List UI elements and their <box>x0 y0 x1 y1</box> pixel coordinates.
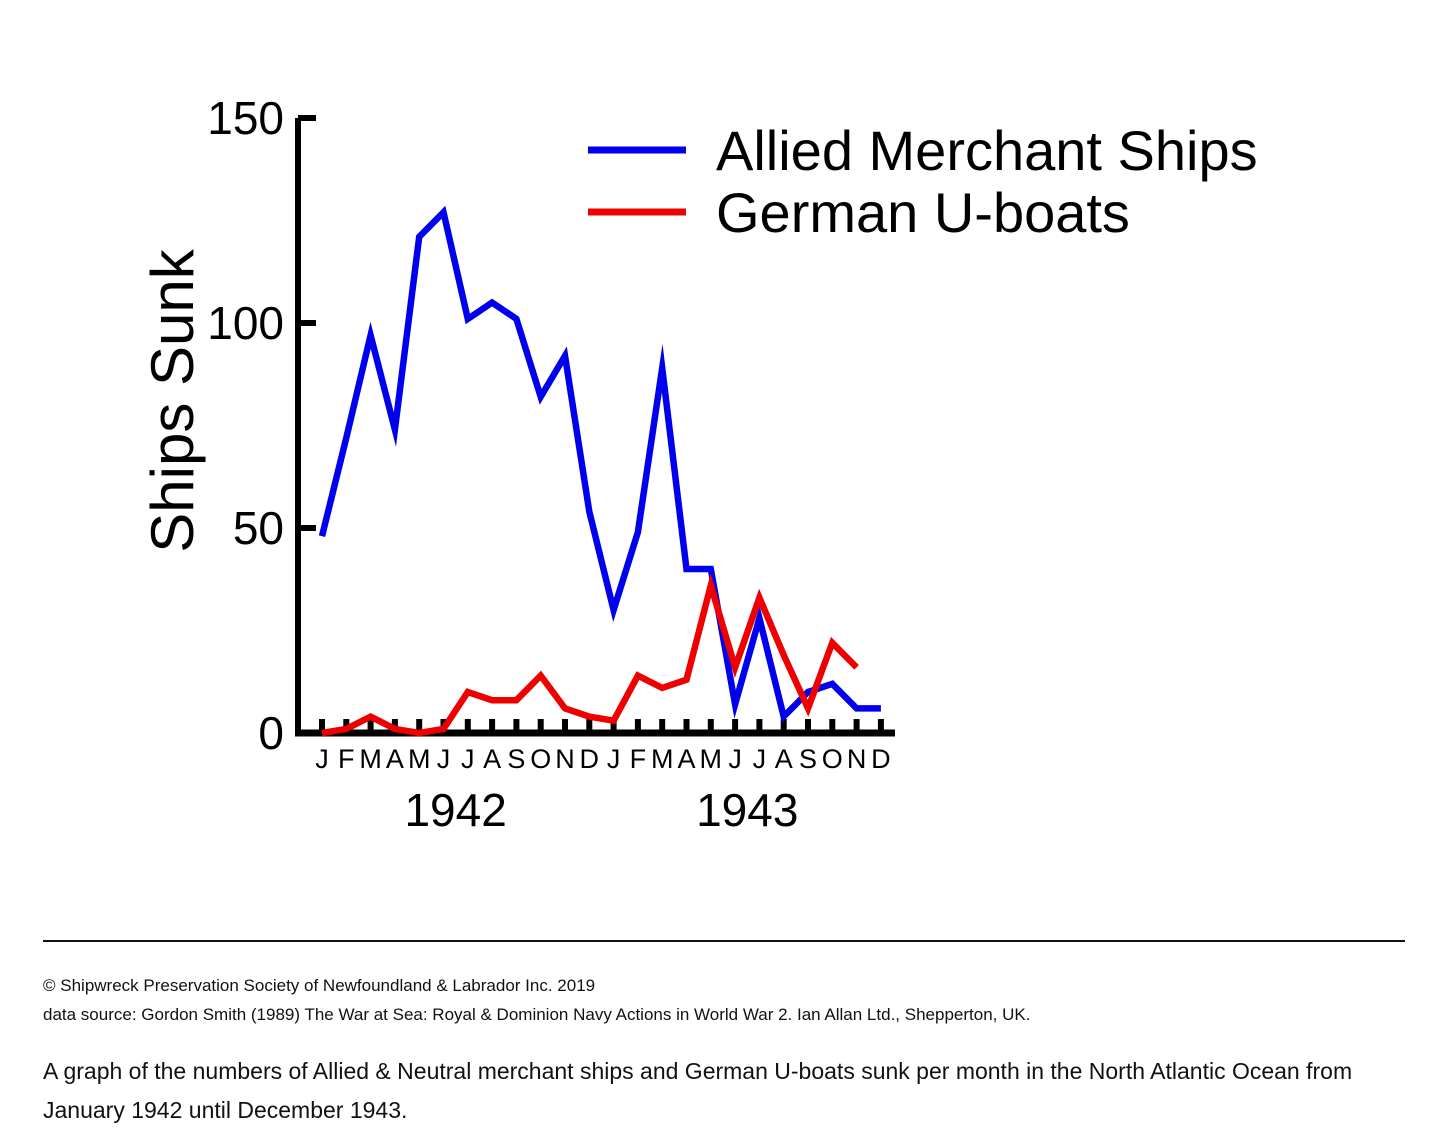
x-tick-label: M <box>408 744 431 774</box>
x-tick-label: D <box>580 744 600 774</box>
x-tick-label: F <box>338 744 355 774</box>
x-tick-label: J <box>728 744 742 774</box>
x-tick-label: J <box>753 744 767 774</box>
x-tick-label: J <box>461 744 475 774</box>
legend-label: Allied Merchant Ships <box>716 119 1258 182</box>
y-tick-label: 150 <box>207 92 284 144</box>
x-tick-label: M <box>700 744 723 774</box>
x-tick-label: M <box>651 744 674 774</box>
x-tick-label: A <box>677 744 695 774</box>
footer-divider <box>43 940 1405 942</box>
x-tick-label: J <box>315 744 329 774</box>
x-tick-label: D <box>871 744 891 774</box>
x-tick-label: A <box>775 744 793 774</box>
x-year-label: 1943 <box>696 784 798 836</box>
x-year-label: 1942 <box>404 784 506 836</box>
y-tick-label: 50 <box>233 502 284 554</box>
x-tick-label: O <box>822 744 843 774</box>
series-line-allied-merchant-ships <box>318 205 881 724</box>
figure-caption: A graph of the numbers of Allied & Neutr… <box>43 1058 1353 1123</box>
x-tick-label: S <box>799 744 817 774</box>
x-tick-label: J <box>607 744 621 774</box>
x-tick-label: J <box>437 744 451 774</box>
y-tick-label: 100 <box>207 297 284 349</box>
series-line-german-u-boats <box>321 573 859 737</box>
x-tick-label: O <box>530 744 551 774</box>
y-axis-title: Ships Sunk <box>139 248 206 553</box>
series-layer <box>318 205 881 737</box>
copyright-notice: © Shipwreck Preservation Society of Newf… <box>43 976 596 995</box>
x-tick-label: A <box>483 744 501 774</box>
x-tick-label: A <box>386 744 404 774</box>
x-tick-label: S <box>507 744 525 774</box>
legend-label: German U-boats <box>716 181 1130 244</box>
x-tick-label: N <box>555 744 575 774</box>
x-tick-label: M <box>359 744 382 774</box>
data-source-note: data source: Gordon Smith (1989) The War… <box>43 1005 1031 1024</box>
x-tick-label: F <box>630 744 647 774</box>
y-tick-label: 0 <box>258 707 284 759</box>
x-tick-label: N <box>847 744 867 774</box>
